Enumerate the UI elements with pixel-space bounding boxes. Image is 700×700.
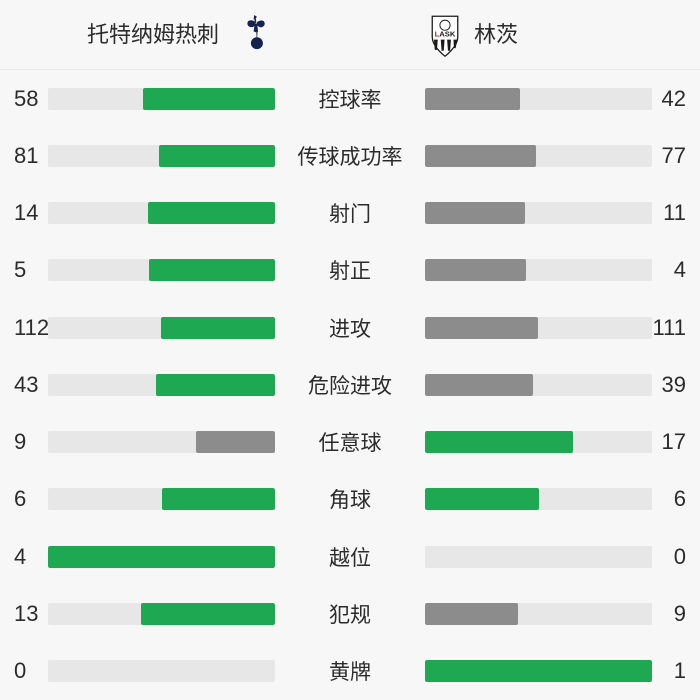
svg-text:LASK: LASK [435,30,456,39]
